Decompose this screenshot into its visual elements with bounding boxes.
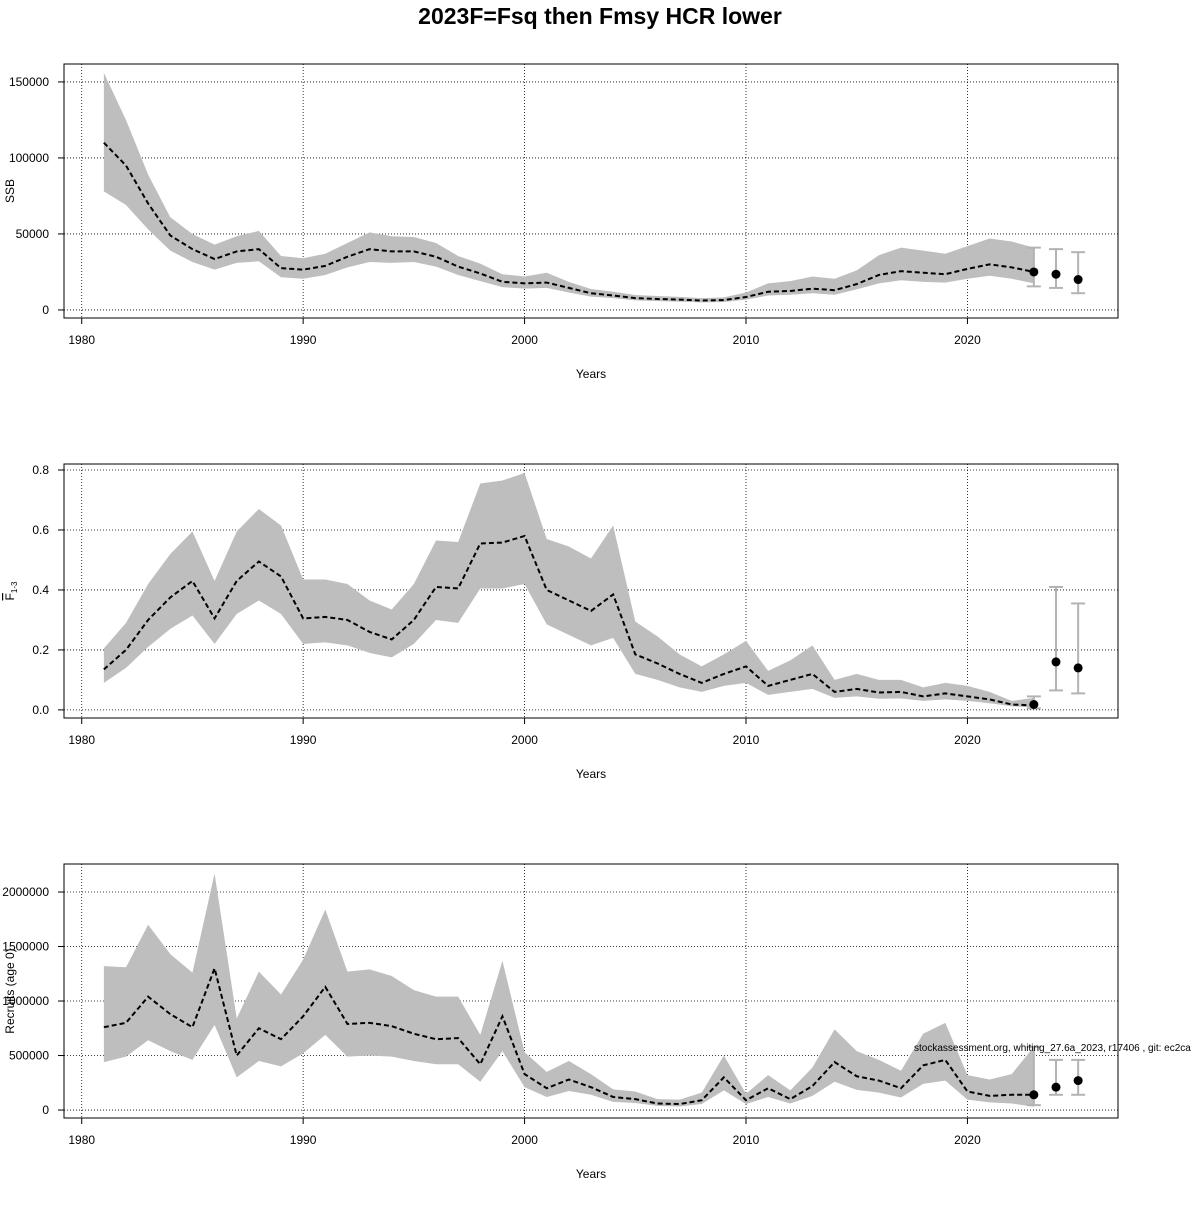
x-tick-label: 1980 xyxy=(68,333,95,347)
y-tick-label: 0.0 xyxy=(32,703,49,717)
forecast-point xyxy=(1051,269,1061,279)
confidence-band xyxy=(103,72,1034,303)
forecast-point xyxy=(1051,657,1061,667)
x-axis-label: Years xyxy=(576,767,606,781)
y-tick-label: 1500000 xyxy=(2,940,49,954)
y-axis-label-sub: 1-3 xyxy=(10,581,19,593)
y-axis-label-main: Recruits (age 0) xyxy=(3,948,17,1033)
x-tick-label: 1990 xyxy=(290,333,317,347)
forecast-point xyxy=(1029,1090,1039,1100)
estimate-line xyxy=(103,534,1034,707)
y-axis-label: Recruits (age 0) xyxy=(3,948,17,1033)
x-tick-label: 2010 xyxy=(733,733,760,747)
y-tick-label: 500000 xyxy=(9,1049,49,1063)
annotation: stockassessment.org, whiting_27.6a_2023,… xyxy=(914,1043,1191,1054)
estimate-line xyxy=(103,964,1034,1106)
forecast-point xyxy=(1073,663,1083,673)
x-tick-label: 2000 xyxy=(511,333,538,347)
x-tick-label: 2010 xyxy=(733,1133,760,1147)
forecast-point xyxy=(1051,1082,1061,1092)
y-tick-label: 0.8 xyxy=(32,463,49,477)
y-axis-label: F1-3 xyxy=(3,581,19,600)
error-bar xyxy=(1049,248,1063,289)
y-axis-label-main: SSB xyxy=(3,179,17,203)
plot-frame xyxy=(63,63,1119,319)
forecast-point xyxy=(1073,275,1083,285)
plot-frame xyxy=(63,463,1119,719)
x-tick-label: 2020 xyxy=(954,733,981,747)
x-tick-label: 1980 xyxy=(68,1133,95,1147)
confidence-band xyxy=(103,873,1034,1107)
chart-title: 2023F=Fsq then Fmsy HCR lower xyxy=(418,3,782,29)
y-tick-label: 0 xyxy=(42,1103,49,1117)
estimate-line xyxy=(103,142,1035,302)
x-tick-label: 1990 xyxy=(290,1133,317,1147)
y-tick-label: 0.6 xyxy=(32,523,49,537)
x-tick-label: 2010 xyxy=(733,333,760,347)
y-tick-label: 100000 xyxy=(9,151,49,165)
y-tick-label: 50000 xyxy=(16,227,50,241)
y-axis-label-main: F xyxy=(3,593,17,600)
y-tick-label: 1000000 xyxy=(2,994,49,1008)
forecast-point xyxy=(1029,700,1039,710)
forecast-point xyxy=(1029,267,1039,277)
y-tick-label: 150000 xyxy=(9,75,49,89)
x-tick-label: 2000 xyxy=(511,733,538,747)
x-tick-label: 1990 xyxy=(290,733,317,747)
x-axis-label: Years xyxy=(576,1167,606,1181)
error-bar xyxy=(1071,251,1086,295)
forecast-point xyxy=(1073,1076,1083,1086)
y-tick-label: 0.4 xyxy=(32,583,49,597)
y-tick-label: 0 xyxy=(42,303,49,317)
x-tick-label: 2020 xyxy=(954,333,981,347)
x-tick-label: 2020 xyxy=(954,1133,981,1147)
error-bar xyxy=(1049,585,1063,692)
error-bar xyxy=(1071,602,1086,695)
plot-frame xyxy=(63,863,1119,1119)
y-tick-label: 2000000 xyxy=(2,885,49,899)
y-axis-label: SSB xyxy=(3,179,17,203)
confidence-band xyxy=(103,472,1034,708)
x-axis-label: Years xyxy=(576,367,606,381)
x-tick-label: 1980 xyxy=(68,733,95,747)
y-tick-label: 0.2 xyxy=(32,643,49,657)
error-bar xyxy=(1026,246,1041,288)
x-tick-label: 2000 xyxy=(511,1133,538,1147)
